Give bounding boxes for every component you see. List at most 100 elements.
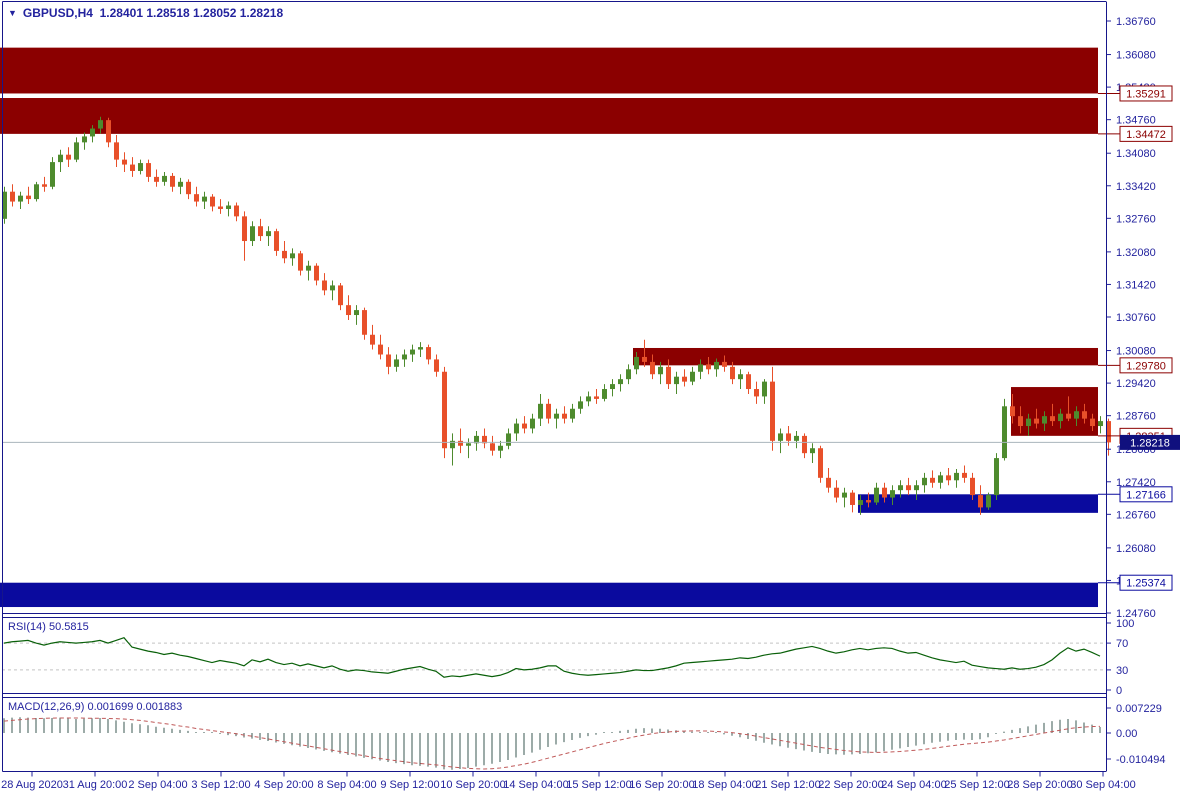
candle (746, 371, 751, 394)
price-axis-tick-label: 1.36760 (1116, 16, 1156, 28)
candle (474, 430, 479, 451)
time-axis-label: 25 Sep 12:00 (944, 779, 1009, 791)
candle (1042, 411, 1047, 431)
candle (194, 186, 199, 207)
price-level-label: 1.29780 (1126, 360, 1166, 372)
candle (18, 191, 23, 209)
candle (178, 177, 183, 195)
time-axis-label: 4 Sep 20:00 (254, 779, 313, 791)
current-price-label: 1.28218 (1130, 437, 1170, 449)
candle (602, 384, 607, 402)
candle (978, 485, 983, 515)
candle (954, 468, 959, 488)
candle (306, 260, 311, 281)
candle (874, 482, 879, 505)
candle (106, 117, 111, 148)
candle (10, 184, 15, 207)
time-axis-label: 22 Sep 20:00 (818, 779, 883, 791)
price-level-label-box (1119, 574, 1173, 591)
price-level-label: 1.27166 (1126, 489, 1166, 501)
candle (514, 418, 519, 441)
candle (298, 250, 303, 276)
candle (578, 396, 583, 414)
candle (378, 334, 383, 360)
price-level-label-box (1119, 125, 1173, 142)
price-axis-tick-label: 1.26760 (1116, 509, 1156, 521)
candle (938, 471, 943, 489)
time-axis-label: 21 Sep 12:00 (755, 779, 820, 791)
time-axis-label: 14 Sep 04:00 (503, 779, 568, 791)
time-axis-label: 24 Sep 04:00 (881, 779, 946, 791)
candle (826, 467, 831, 493)
candle (738, 369, 743, 390)
candle (386, 347, 391, 375)
time-axis-label: 28 Sep 20:00 (1007, 779, 1072, 791)
symbol-dropdown-icon[interactable]: ▼ (8, 8, 17, 18)
candle (994, 453, 999, 501)
candle (354, 305, 359, 325)
candle (506, 428, 511, 450)
candle (90, 125, 95, 143)
price-axis-tick-label: 1.34080 (1116, 148, 1156, 160)
candle (2, 186, 7, 224)
candle (186, 179, 191, 200)
candle (458, 428, 463, 454)
candle (762, 379, 767, 404)
candle (714, 358, 719, 377)
current-price-label-box (1120, 434, 1180, 450)
macd-signal-line (3, 717, 1101, 770)
candle (594, 389, 599, 404)
candle (338, 282, 343, 311)
candle (906, 477, 911, 496)
supply-demand-zone (633, 347, 1098, 366)
candle (490, 435, 495, 456)
candle (962, 465, 967, 483)
candle (50, 157, 55, 190)
candle (58, 149, 63, 172)
candle (114, 134, 119, 168)
candle (1050, 403, 1055, 427)
candle (74, 137, 79, 163)
candle (274, 228, 279, 256)
candle (362, 307, 367, 340)
candle (394, 354, 399, 372)
candle (642, 339, 647, 367)
candle (530, 413, 535, 434)
candle (522, 416, 527, 434)
candle (34, 181, 39, 202)
price-axis-tick-label: 1.26080 (1116, 543, 1156, 555)
supply-demand-zone (0, 582, 1098, 608)
supply-demand-zone (0, 98, 1098, 134)
candle (778, 428, 783, 454)
candle (82, 132, 87, 150)
candle (146, 159, 151, 182)
candle (866, 492, 871, 508)
candle (730, 361, 735, 385)
candle (626, 364, 631, 385)
candle (170, 172, 175, 192)
price-axis-tick-label: 1.30760 (1116, 312, 1156, 324)
macd-axis-tick-label: 0.007229 (1116, 703, 1162, 715)
candle (842, 487, 847, 508)
rsi-line (3, 637, 1101, 678)
time-axis-label: 30 Sep 04:00 (1070, 779, 1135, 791)
candle (650, 354, 655, 380)
candle (1002, 398, 1007, 461)
macd-histogram (3, 717, 1101, 770)
candle (674, 371, 679, 394)
price-axis-tick-label: 1.33420 (1116, 181, 1156, 193)
candle (122, 152, 127, 172)
price-level-label-box (1119, 85, 1173, 102)
candle (154, 169, 159, 187)
macd-axis-tick-label: 0.00 (1116, 728, 1137, 740)
candle (226, 201, 231, 217)
candle (882, 482, 887, 503)
candle (1026, 413, 1031, 436)
time-axis-label: 15 Sep 12:00 (566, 779, 631, 791)
candle (498, 440, 503, 459)
time-axis-label: 31 Aug 20:00 (63, 779, 128, 791)
rsi-axis-tick-label: 30 (1116, 665, 1128, 677)
candle (346, 295, 351, 320)
candle (850, 490, 855, 513)
